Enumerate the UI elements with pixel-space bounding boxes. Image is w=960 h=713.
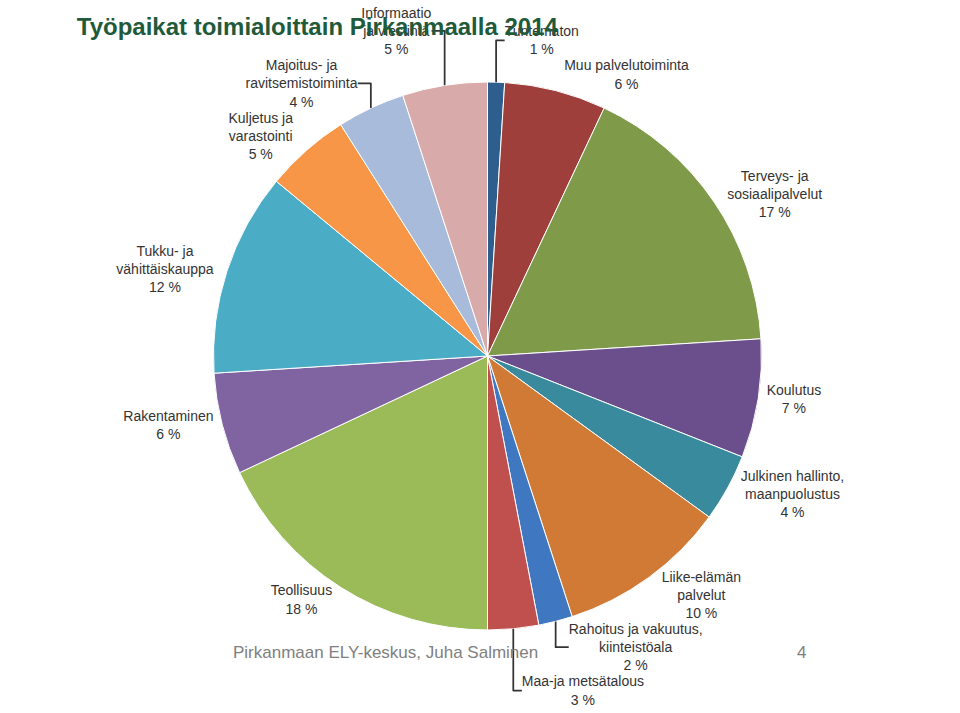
svg-text:Liike-elämänpalvelut10 %: Liike-elämänpalvelut10 %: [662, 569, 741, 621]
svg-text:Työpaikat toimialoittain Pirka: Työpaikat toimialoittain Pirkanmaalla 20…: [77, 13, 559, 40]
svg-text:Koulutus7 %: Koulutus7 %: [767, 382, 821, 416]
svg-text:Rakentaminen6 %: Rakentaminen6 %: [123, 408, 213, 442]
svg-text:Kuljetus javarastointi5 %: Kuljetus javarastointi5 %: [228, 110, 293, 162]
svg-text:Maa-ja metsätalous3 %: Maa-ja metsätalous3 %: [522, 673, 644, 707]
svg-text:Tukku- javähittäiskauppa12 %: Tukku- javähittäiskauppa12 %: [116, 243, 214, 295]
svg-text:Julkinen hallinto,maanpuolustu: Julkinen hallinto,maanpuolustus4 %: [741, 468, 845, 520]
svg-text:Teollisuus18 %: Teollisuus18 %: [271, 582, 332, 616]
svg-text:Rahoitus ja vakuutus,kiinteist: Rahoitus ja vakuutus,kiinteistöala2 %: [569, 621, 703, 673]
svg-text:4: 4: [797, 643, 806, 662]
svg-text:Majoitus- jaravitsemistoiminta: Majoitus- jaravitsemistoiminta4 %: [245, 57, 357, 109]
svg-text:Tuntematon1 %: Tuntematon1 %: [505, 23, 579, 57]
svg-text:Muu palvelutoiminta6 %: Muu palvelutoiminta6 %: [564, 57, 689, 91]
svg-text:Informaatioja viestintä5 %: Informaatioja viestintä5 %: [361, 5, 431, 57]
svg-text:Terveys- jasosiaalipalvelut17: Terveys- jasosiaalipalvelut17 %: [727, 168, 822, 220]
svg-text:Pirkanmaan ELY-keskus, Juha Sa: Pirkanmaan ELY-keskus, Juha Salminen: [233, 643, 538, 662]
